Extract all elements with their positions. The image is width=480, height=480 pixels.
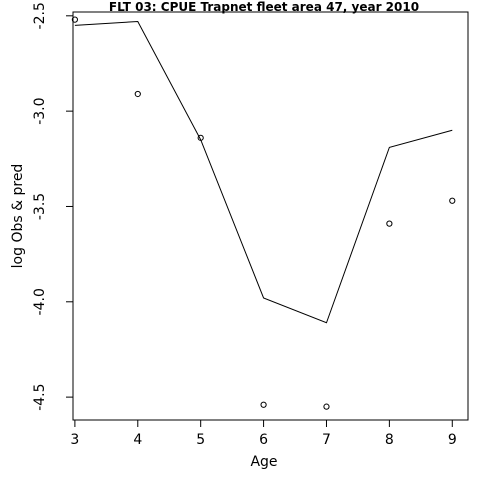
observed-point [386,220,393,227]
observed-point [134,90,141,98]
observed-point [323,403,330,410]
predicted-line [74,21,453,324]
y-tick-label: -3.0 [32,97,48,124]
plot-frame [72,11,469,421]
y-tick-label: -4.5 [32,383,48,410]
x-tick-label: 8 [385,432,394,448]
x-axis-label: Age [250,454,277,470]
observed-point [449,197,456,204]
observed-point [260,401,267,408]
series-layer [71,16,456,410]
observed-point [197,134,204,141]
y-tick-label: -4.0 [32,288,48,315]
x-tick-label: 7 [322,432,331,448]
chart-title: FLT 03: CPUE Trapnet fleet area 47, year… [109,0,419,14]
observed-point [71,16,78,23]
y-tick-label: -3.5 [32,193,48,220]
x-tick-label: 6 [259,432,268,448]
x-tick-label: 9 [448,432,457,448]
y-axis: -2.5 -3.0 -3.5 -4.0 -4.5 [32,2,73,411]
x-axis: 3 4 5 6 7 8 9 [70,420,457,448]
x-tick-label: 3 [70,432,79,448]
y-axis-label: log Obs & pred [10,164,26,269]
x-tick-label: 5 [196,432,205,448]
x-tick-label: 4 [133,432,142,448]
y-tick-label: -2.5 [32,2,48,29]
